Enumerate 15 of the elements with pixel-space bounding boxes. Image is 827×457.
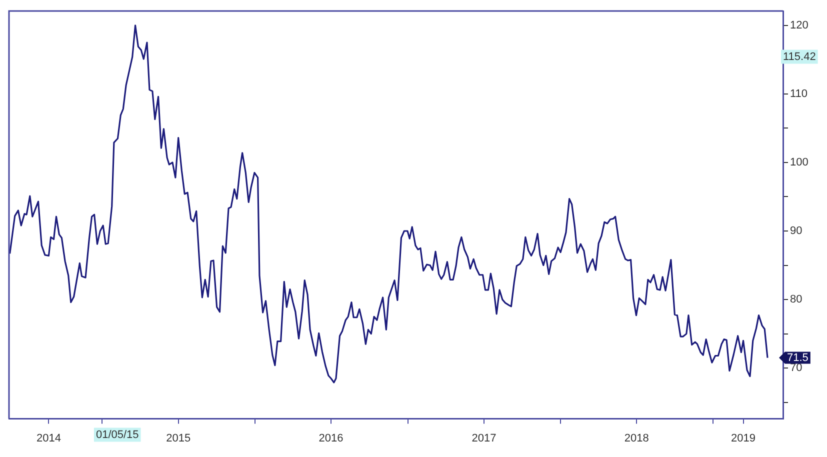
y-tick-label: 70 [790,362,802,374]
y-tick-label: 110 [790,88,808,100]
y-tick-label: 120 [790,19,808,32]
x-tick-label: 2015 [166,432,191,444]
y-tick-label: 90 [790,225,802,238]
x-tick-label: 2016 [318,432,344,444]
x-tick-label: 2017 [472,432,496,444]
x-tick-label: 2014 [36,432,61,444]
x-tick-label: 2018 [624,432,649,444]
annotation: 115.42 [783,50,816,63]
annotation: 71.5 [787,352,808,364]
y-tick-label: 80 [790,294,802,306]
x-tick-label: 2019 [731,432,756,444]
y-tick-label: 100 [790,156,808,168]
text: 01/05/15 [96,428,139,441]
